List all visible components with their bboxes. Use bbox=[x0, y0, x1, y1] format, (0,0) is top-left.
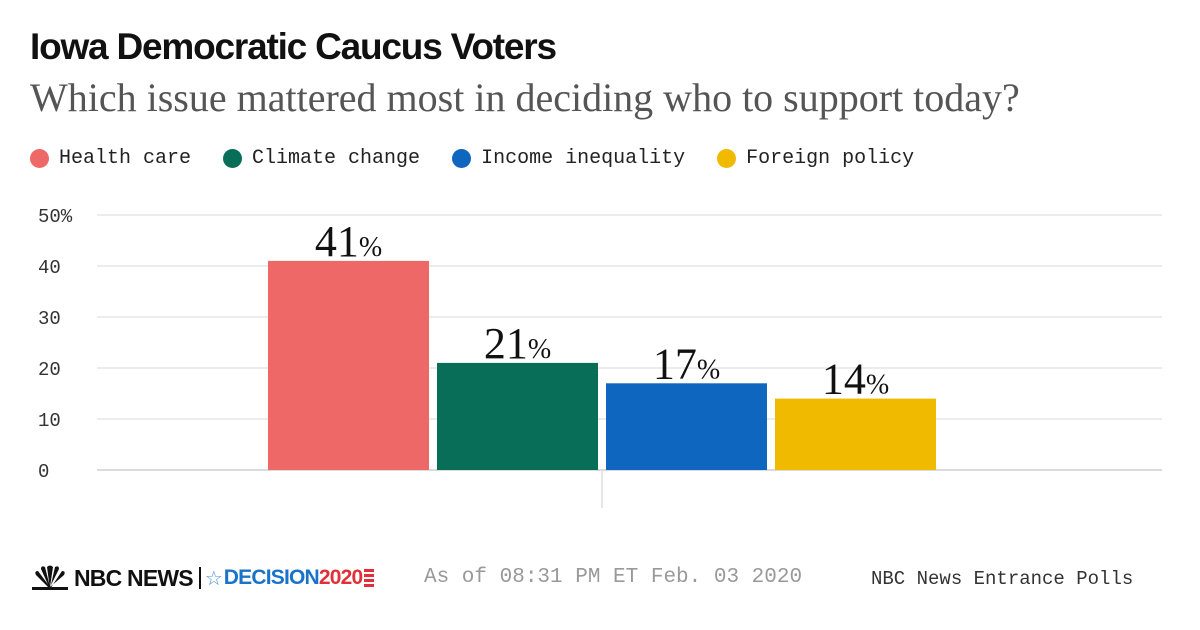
legend-label-health-care: Health care bbox=[59, 146, 192, 170]
decision-2020-logo: DECISION2020 bbox=[224, 566, 363, 590]
y-tick-label: 50% bbox=[38, 206, 73, 228]
brand-divider bbox=[198, 567, 201, 589]
legend-item-climate-change: Climate change bbox=[223, 147, 420, 170]
y-tick-label: 0 bbox=[38, 461, 49, 483]
y-tick-label: 30 bbox=[38, 308, 61, 330]
legend-swatch-foreign-policy bbox=[717, 148, 737, 168]
bar bbox=[775, 398, 936, 470]
legend: Health care Climate change Income inequa… bbox=[30, 146, 946, 170]
chart-title: Iowa Democratic Caucus Voters bbox=[30, 26, 557, 67]
bar bbox=[268, 260, 429, 470]
legend-swatch-income-inequality bbox=[452, 148, 472, 168]
bar bbox=[437, 362, 598, 470]
decision-year: 2020 bbox=[318, 566, 363, 589]
nbc-news-logo: NBC NEWS bbox=[30, 564, 194, 592]
bar-value-label: 17% bbox=[653, 339, 720, 388]
legend-swatch-climate-change bbox=[223, 148, 243, 168]
legend-swatch-health-care bbox=[30, 148, 49, 168]
footer-brand: NBC NEWS ☆ DECISION2020 bbox=[30, 562, 375, 594]
source-note: NBC News Entrance Polls bbox=[871, 568, 1134, 590]
legend-item-health-care: Health care bbox=[30, 147, 191, 170]
bar-chart: 0 10 20 30 40 50% 41% 21% 17% 14% bbox=[38, 206, 1162, 508]
legend-label-climate-change: Climate change bbox=[252, 146, 421, 170]
flag-icon bbox=[364, 569, 375, 587]
decision-text: DECISION bbox=[223, 566, 320, 589]
bar-value-label: 41% bbox=[315, 217, 382, 266]
legend-label-income-inequality: Income inequality bbox=[481, 146, 686, 170]
legend-item-foreign-policy: Foreign policy bbox=[717, 147, 914, 170]
nbc-news-wordmark: NBC NEWS bbox=[74, 564, 194, 591]
y-tick-label: 10 bbox=[38, 410, 61, 432]
as-of-timestamp: As of 08:31 PM ET Feb. 03 2020 bbox=[424, 566, 803, 589]
peacock-icon bbox=[32, 565, 68, 590]
bar-value-label: 14% bbox=[822, 355, 889, 404]
legend-item-income-inequality: Income inequality bbox=[452, 147, 685, 170]
bar-value-label: 21% bbox=[484, 319, 551, 368]
y-tick-label: 40 bbox=[38, 257, 61, 279]
y-tick-label: 20 bbox=[38, 359, 61, 381]
bar bbox=[606, 383, 767, 470]
chart-subtitle: Which issue mattered most in deciding wh… bbox=[30, 75, 1020, 120]
legend-label-foreign-policy: Foreign policy bbox=[746, 146, 915, 170]
star-icon: ☆ bbox=[204, 567, 223, 590]
